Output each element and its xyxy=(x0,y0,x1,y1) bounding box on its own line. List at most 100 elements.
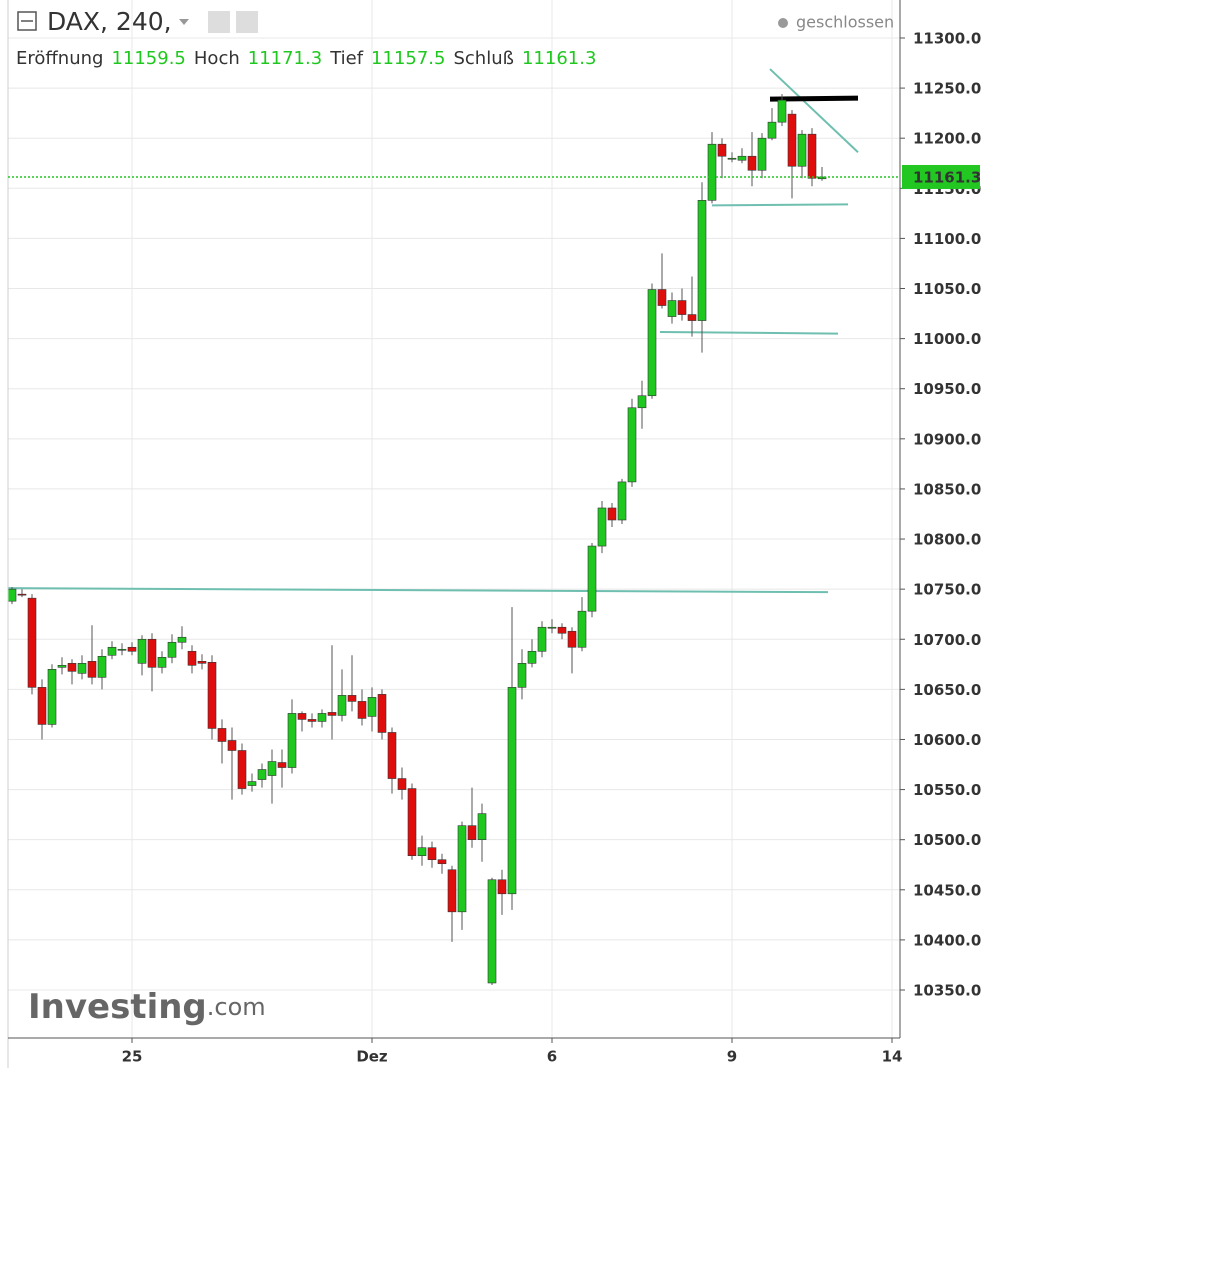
candle-body xyxy=(467,825,477,840)
y-tick-label: 11250.0 xyxy=(913,80,981,98)
candle-body xyxy=(387,732,397,779)
last-price-box xyxy=(902,164,980,189)
last-price-label: 11161.3 xyxy=(913,168,981,186)
y-tick-label: 11300.0 xyxy=(913,29,981,47)
candle-body xyxy=(127,646,137,652)
dropdown-icon[interactable] xyxy=(179,19,189,25)
candle-body xyxy=(237,750,247,789)
candle-body xyxy=(617,481,627,521)
candle-body xyxy=(367,697,377,717)
y-tick-label: 10800.0 xyxy=(913,531,981,549)
candle-body xyxy=(657,289,667,306)
candle-body xyxy=(337,695,347,716)
candle-body xyxy=(277,762,287,768)
candle-body xyxy=(647,289,657,397)
candle-body xyxy=(597,507,607,547)
y-tick-label: 11050.0 xyxy=(913,280,981,298)
candle-body xyxy=(757,137,767,171)
candle-body xyxy=(297,713,307,720)
watermark: Investing.com xyxy=(28,987,266,1027)
y-tick-label: 10550.0 xyxy=(913,781,981,799)
candle-body xyxy=(767,121,777,139)
candle-body xyxy=(17,593,27,596)
y-tick-label: 11100.0 xyxy=(913,230,981,248)
y-tick-label: 11000.0 xyxy=(913,330,981,348)
candle-body xyxy=(177,636,187,643)
candle-body xyxy=(57,665,67,668)
candle-body xyxy=(557,626,567,634)
trend-line xyxy=(659,331,839,335)
candle-body xyxy=(697,200,707,321)
candle-body xyxy=(97,655,107,678)
settings-icon[interactable] xyxy=(236,11,258,33)
candle-body xyxy=(667,300,677,317)
eye-icon[interactable] xyxy=(208,11,230,33)
y-tick-label: 10450.0 xyxy=(913,881,981,899)
candle-body xyxy=(677,300,687,315)
y-tick-label: 10850.0 xyxy=(913,480,981,498)
candle-body xyxy=(587,545,597,612)
x-tick-label: Dez xyxy=(356,1048,388,1066)
candle-body xyxy=(187,650,197,666)
watermark-name: Investing xyxy=(28,987,207,1027)
candle-body xyxy=(717,143,727,157)
trend-line xyxy=(769,95,859,102)
candle-body xyxy=(687,314,697,321)
candle-body xyxy=(207,662,217,729)
grid xyxy=(8,0,900,1038)
chart-title: DAX, 240, xyxy=(47,7,172,36)
open-value: 11159.5 xyxy=(111,48,185,69)
candle-body xyxy=(797,133,807,167)
candle-body xyxy=(217,728,227,742)
high-value: 11171.3 xyxy=(248,48,322,69)
y-tick-label: 10600.0 xyxy=(913,731,981,749)
candle-body xyxy=(147,638,157,668)
candle-body xyxy=(287,713,297,768)
y-tick-label: 10900.0 xyxy=(913,430,981,448)
candle-body xyxy=(777,99,787,123)
collapse-icon[interactable] xyxy=(17,11,37,31)
y-tick-label: 10350.0 xyxy=(913,981,981,999)
drawings xyxy=(7,68,859,594)
close-value: 11161.3 xyxy=(522,48,596,69)
candle-body xyxy=(197,661,207,664)
y-tick-label: 10500.0 xyxy=(913,831,981,849)
watermark-suffix: .com xyxy=(207,993,266,1021)
candle-body xyxy=(707,143,717,201)
candle-body xyxy=(547,626,557,629)
candle-body xyxy=(497,879,507,895)
candle-body xyxy=(257,769,267,780)
y-tick-label: 11200.0 xyxy=(913,130,981,148)
candle-body xyxy=(417,847,427,857)
candle-body xyxy=(487,879,497,984)
candle-body xyxy=(477,813,487,840)
candle-body xyxy=(47,669,57,725)
trend-line xyxy=(711,203,849,207)
candle-body xyxy=(607,507,617,521)
candle-body xyxy=(247,781,257,786)
candle-body xyxy=(537,626,547,652)
y-tick-label: 10950.0 xyxy=(913,380,981,398)
candle-body xyxy=(787,113,797,167)
candle-body xyxy=(7,588,17,602)
low-label: Tief xyxy=(329,48,364,69)
market-status: geschlossen xyxy=(796,13,894,32)
candle-body xyxy=(407,788,417,857)
candle-body xyxy=(577,610,587,648)
trend-line xyxy=(769,68,859,153)
candle-body xyxy=(397,778,407,790)
candle-body xyxy=(377,694,387,733)
candle-body xyxy=(137,638,147,664)
candle-body xyxy=(27,597,37,688)
open-label: Eröffnung xyxy=(16,48,103,69)
candles xyxy=(7,94,827,985)
x-tick-label: 9 xyxy=(727,1048,737,1066)
candle-body xyxy=(157,656,167,668)
candle-body xyxy=(77,663,87,674)
candle-body xyxy=(357,701,367,719)
low-value: 11157.5 xyxy=(371,48,445,69)
x-tick-label: 14 xyxy=(882,1048,903,1066)
y-tick-label: 10400.0 xyxy=(913,931,981,949)
